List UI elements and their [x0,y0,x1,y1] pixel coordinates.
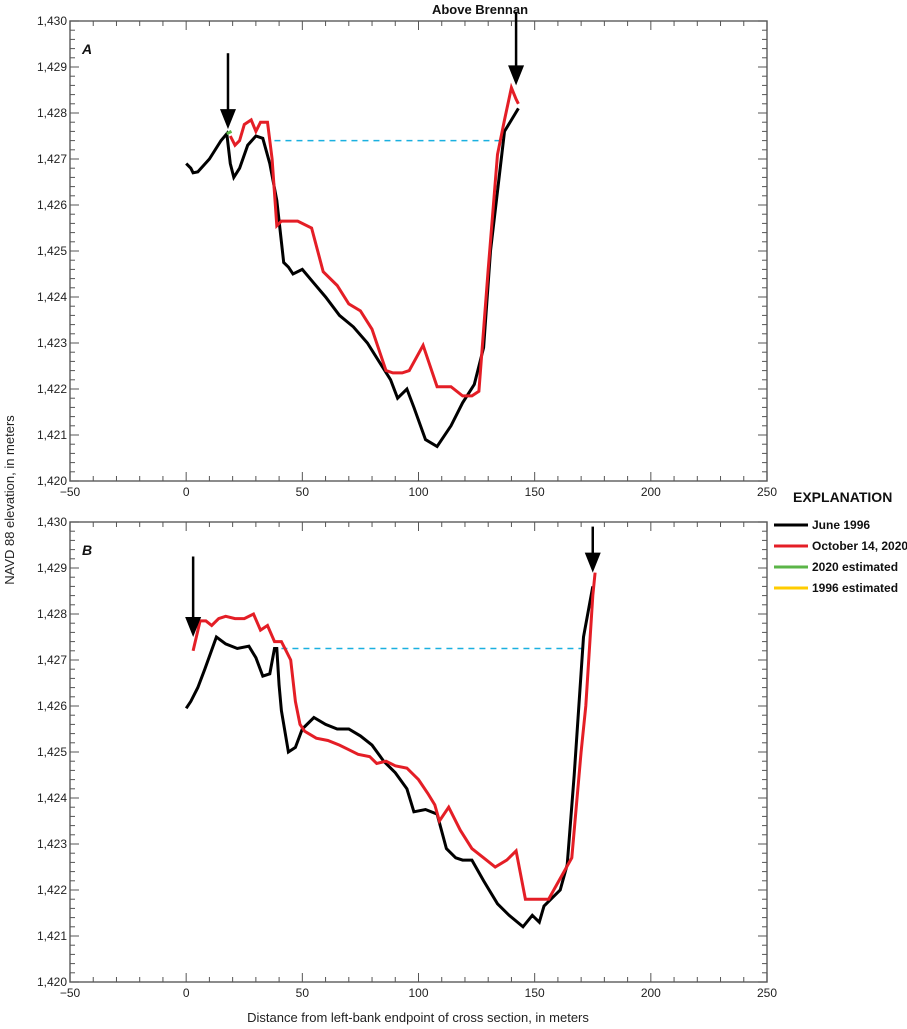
x-tick-label: 150 [525,485,545,499]
legend-item-label: October 14, 2020 [812,539,907,553]
panel-b: −50 0 50 100 150 200 250 1,420 1,421 1,422 1,423 1,… [37,515,777,1000]
y-tick-label: 1,427 [37,653,67,667]
y-tick-label: 1,423 [37,837,67,851]
x-tick-label: 100 [408,485,428,499]
arrow-down-icon [508,65,525,86]
y-tick-label: 1,430 [37,14,67,28]
legend-item-label: 2020 estimated [812,560,898,574]
x-tick-label: 250 [757,485,777,499]
y-tick-label: 1,425 [37,244,67,258]
y-axis-label: NAVD 88 elevation, in meters [2,415,17,585]
y-tick-label: 1,426 [37,198,67,212]
x-axis-label: Distance from left-bank endpoint of cros… [247,1010,589,1025]
y-tick-label: 1,428 [37,607,67,621]
x-tick-label: 0 [183,986,190,1000]
y-tick-label: 1,421 [37,929,67,943]
series-line-june-1996 [184,586,595,929]
y-tick-label: 1,424 [37,290,67,304]
y-tick-label: 1,420 [37,474,67,488]
x-tick-label: −50 [60,485,81,499]
plot-frame [69,521,768,983]
arrow-down-icon [219,109,236,130]
x-tick-label: 200 [641,986,661,1000]
y-tick-label: 1,429 [37,60,67,74]
y-tick-label: 1,428 [37,106,67,120]
y-tick-label: 1,429 [37,561,67,575]
x-tick-label: 250 [757,986,777,1000]
panel-b-label: B [82,542,92,558]
y-tick-label: 1,423 [37,336,67,350]
y-tick-label: 1,420 [37,975,67,989]
arrow-down-icon [584,552,601,573]
arrow-down-icon [185,617,202,637]
x-tick-label: 0 [183,485,190,499]
y-tick-label: 1,424 [37,791,67,805]
legend-item-label: 1996 estimated [812,581,898,595]
y-tick-label: 1,421 [37,428,67,442]
y-tick-label: 1,422 [37,883,67,897]
x-tick-label: 50 [296,986,310,1000]
x-tick-label: −50 [60,986,81,1000]
legend-item-label: June 1996 [812,518,870,532]
y-tick-label: 1,430 [37,515,67,529]
x-tick-label: 50 [296,485,310,499]
chart-title: Above Brennan [432,2,528,17]
plot-frame [69,20,768,482]
x-tick-label: 100 [408,986,428,1000]
x-tick-label: 200 [641,485,661,499]
legend-title: EXPLANATION [793,489,892,505]
y-tick-label: 1,427 [37,152,67,166]
y-tick-label: 1,425 [37,745,67,759]
series-line-june-1996 [185,107,520,449]
legend: EXPLANATION June 1996 October 14, 2020 202… [774,489,907,595]
y-tick-label: 1,422 [37,382,67,396]
panel-a: −50 0 50 100 150 200 250 1,420 1,421 1,422 1,423 1,… [37,11,777,499]
y-tick-label: 1,426 [37,699,67,713]
panel-a-label: A [81,41,92,57]
x-tick-label: 150 [525,986,545,1000]
series-line-october-14-2020 [191,572,597,901]
series-line-october-14-2020 [228,82,520,398]
series-line-2020-estimated [226,130,233,136]
